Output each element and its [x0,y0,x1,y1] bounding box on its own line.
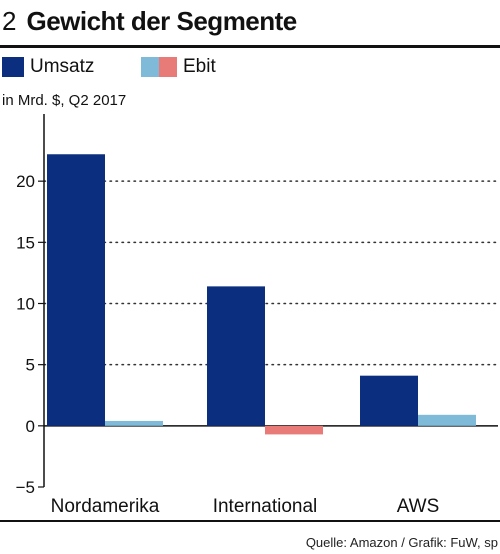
y-tick-label: −5 [16,478,35,497]
bar-umsatz [207,286,265,426]
title-rule [0,45,500,48]
y-tick-label: 0 [26,417,35,436]
bar-ebit [418,414,476,426]
x-tick-label: International [213,496,318,517]
y-tick-label: 10 [16,295,35,314]
legend-swatch-ebit-negative [159,57,177,77]
y-tick-label: 5 [26,356,35,375]
bar-ebit [265,425,323,435]
legend-swatch-umsatz [2,57,24,77]
chart-title: Gewicht der Segmente [26,6,297,36]
figure-number: 2 [2,6,17,36]
legend-swatch-ebit-positive [141,57,159,77]
y-tick-label: 20 [16,172,35,191]
unit-label: in Mrd. $, Q2 2017 [2,92,127,109]
bar-umsatz [47,154,105,426]
legend-label-ebit: Ebit [183,56,216,77]
bar-ebit [105,420,163,426]
y-tick-label: 15 [16,233,35,252]
x-tick-label: AWS [397,496,440,517]
legend-item-ebit: Ebit [141,56,216,78]
x-tick-label: Nordamerika [51,496,160,517]
legend: Umsatz Ebit [0,56,500,80]
source-note: Quelle: Amazon / Grafik: FuW, sp [305,535,498,550]
legend-item-umsatz: Umsatz [2,56,94,78]
legend-label-umsatz: Umsatz [30,56,95,77]
figure-header: 2 Gewicht der Segmente [2,6,297,42]
bar-umsatz [360,375,418,426]
